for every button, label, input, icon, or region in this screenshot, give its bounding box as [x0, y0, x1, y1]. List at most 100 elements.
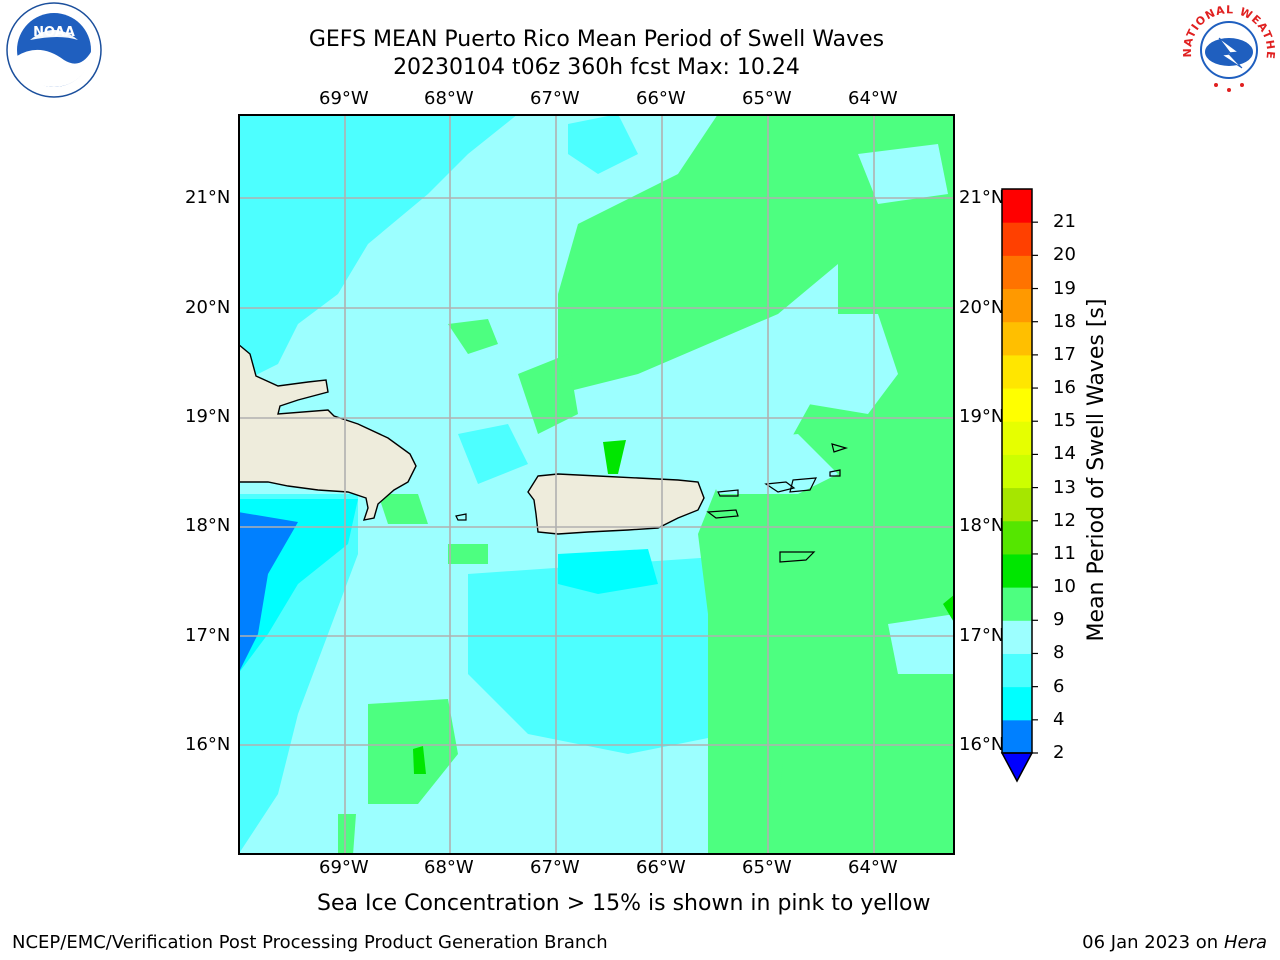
- ocean-9-10-field: [368, 699, 458, 804]
- lat-label-right: 16°N: [959, 734, 1005, 755]
- map-panel: [237, 114, 955, 855]
- colorbar-tick-label: 8: [1053, 642, 1065, 664]
- ocean-9-10-field: [378, 494, 428, 524]
- colorbar-tick-label: 21: [1053, 211, 1076, 233]
- colorbar-band: [1002, 321, 1032, 356]
- lon-label-bottom: 64°W: [848, 857, 898, 878]
- lon-label-top: 68°W: [424, 88, 474, 109]
- lat-label-right: 18°N: [959, 515, 1005, 536]
- lon-label-top: 64°W: [848, 88, 898, 109]
- map-title: GEFS MEAN Puerto Rico Mean Period of Swe…: [308, 27, 885, 52]
- colorbar-tick-label: 2: [1053, 742, 1065, 763]
- colorbar-tick-label: 11: [1053, 542, 1076, 564]
- colorbar-band: [1002, 620, 1032, 654]
- colorbar-tick-label: 14: [1053, 443, 1076, 465]
- lon-label-top: 69°W: [319, 88, 369, 109]
- ocean-9-10-field: [448, 319, 498, 354]
- colorbar-extend-arrow: [1000, 752, 1034, 783]
- lat-label-left: 17°N: [185, 625, 231, 646]
- ocean-4-6-field: [558, 549, 658, 594]
- nws-logo-icon: NATIONAL WEATHER SERVICE: [1173, 0, 1276, 96]
- lat-label-left: 19°N: [185, 406, 231, 427]
- footer-date: 06 Jan 2023 on Hera: [1082, 933, 1267, 953]
- lon-label-bottom: 66°W: [636, 857, 686, 878]
- ocean-9-10-field: [448, 544, 488, 564]
- colorbar-tick-label: 12: [1053, 509, 1076, 531]
- footer-credit: NCEP/EMC/Verification Post Processing Pr…: [12, 932, 608, 953]
- ocean-6-8-field: [568, 114, 638, 174]
- colorbar-tick-label: 19: [1053, 277, 1076, 299]
- lat-label-left: 18°N: [185, 515, 231, 536]
- colorbar-frame: [1001, 188, 1033, 754]
- sea-ice-caption: Sea Ice Concentration > 15% is shown in …: [317, 891, 931, 916]
- ocean-6-8-field: [458, 424, 528, 484]
- colorbar-band: [1002, 255, 1032, 290]
- colorbar-band: [1002, 421, 1032, 455]
- lat-label-right: 21°N: [959, 187, 1005, 208]
- lat-label-left: 20°N: [185, 297, 231, 318]
- map-subtitle: 20230104 t06z 360h fcst Max: 10.24: [393, 55, 800, 80]
- colorbar-tick-label: 9: [1053, 609, 1065, 631]
- lon-label-bottom: 69°W: [319, 857, 369, 878]
- lon-label-bottom: 67°W: [530, 857, 580, 878]
- colorbar-band: [1002, 354, 1032, 389]
- virgin-islands: [789, 477, 818, 493]
- puerto-rico-land: [527, 473, 705, 535]
- lon-label-bottom: 68°W: [424, 857, 474, 878]
- virgin-islands: [764, 481, 796, 493]
- colorbar-graphic: [1000, 188, 1038, 783]
- colorbar-band: [1002, 487, 1032, 522]
- footer-date-text: 06 Jan 2023 on: [1082, 932, 1224, 953]
- ocean-10-11-field: [603, 440, 626, 474]
- colorbar-tick-label: 10: [1053, 576, 1076, 598]
- mona-island: [455, 513, 467, 521]
- lon-label-top: 66°W: [636, 88, 686, 109]
- colorbar-band: [1002, 288, 1032, 323]
- anguilla-island: [831, 443, 849, 453]
- colorbar-label: Mean Period of Swell Waves [s]: [1084, 298, 1109, 642]
- lat-label-left: 21°N: [185, 187, 231, 208]
- lon-label-bottom: 65°W: [742, 857, 792, 878]
- colorbar-tick-label: 20: [1053, 244, 1076, 266]
- colorbar-band: [1002, 189, 1032, 223]
- colorbar-band: [1002, 587, 1032, 621]
- graticule: [238, 114, 955, 855]
- vieques-island: [706, 509, 739, 519]
- st-croix-island: [779, 551, 816, 563]
- noaa-logo: NOAA: [0, 0, 108, 100]
- lat-label-right: 17°N: [959, 625, 1005, 646]
- colorbar-band: [1002, 454, 1032, 489]
- lat-label-right: 20°N: [959, 297, 1005, 318]
- ocean-10-11-field: [943, 594, 955, 624]
- swell-period-map: [237, 114, 955, 855]
- nws-logo: NATIONAL WEATHER SERVICE: [1173, 0, 1280, 100]
- colorbar-band: [1002, 520, 1032, 555]
- colorbar-tick-label: 16: [1053, 377, 1076, 399]
- ocean-8-9-field: [888, 614, 955, 674]
- lat-label-right: 19°N: [959, 406, 1005, 427]
- virgin-islands: [717, 489, 739, 497]
- colorbar-tick-label: 18: [1053, 310, 1076, 332]
- colorbar-tick-label: 6: [1053, 675, 1065, 697]
- hispaniola-land: [237, 342, 417, 521]
- ocean-6-8-field: [468, 554, 778, 754]
- lat-label-left: 16°N: [185, 734, 231, 755]
- ocean-9-10-field: [338, 814, 356, 855]
- virgin-islands: [829, 469, 841, 477]
- colorbar-band: [1002, 388, 1032, 422]
- ocean-8-9-field: [858, 144, 948, 204]
- map-frame: [238, 114, 955, 855]
- noaa-logo-text: NOAA: [33, 25, 75, 40]
- colorbar-ticks: 2 4 6 8 9 10 11 12 13 14 15 16 17 18 19 20 21: [1050, 0, 1090, 960]
- ocean-8-9-field: [808, 314, 898, 414]
- lon-label-top: 67°W: [530, 88, 580, 109]
- lon-label-top: 65°W: [742, 88, 792, 109]
- colorbar-band: [1002, 653, 1032, 688]
- colorbar-band: [1002, 553, 1032, 588]
- colorbar: [1000, 185, 1060, 785]
- colorbar-tick-label: 15: [1053, 410, 1076, 432]
- colorbar-tick-label: 17: [1053, 343, 1076, 365]
- footer-host: Hera: [1223, 932, 1267, 953]
- ocean-9-10-field: [748, 764, 783, 804]
- colorbar-tick-label: 13: [1053, 476, 1076, 498]
